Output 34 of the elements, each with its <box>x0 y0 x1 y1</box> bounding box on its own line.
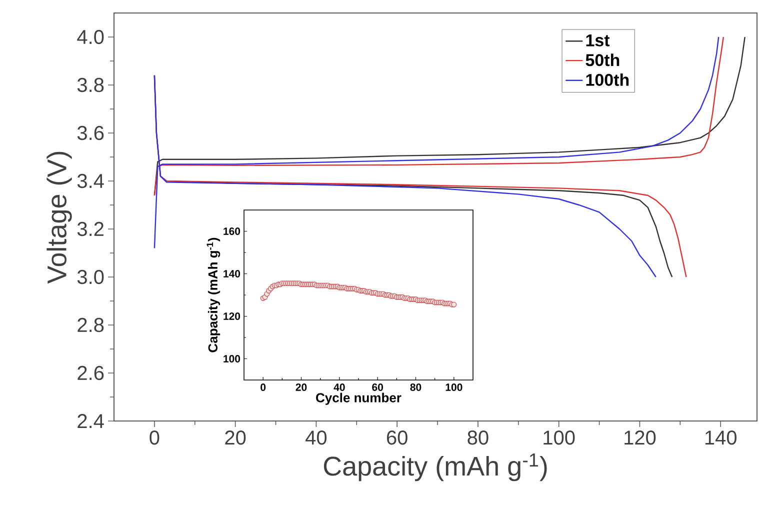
x-tick-label: 40 <box>306 430 327 445</box>
y-tick-label: 140 <box>224 270 240 278</box>
legend-label: 1st <box>586 34 610 46</box>
y-axis-title: Capacity (mAh g$^{-1}$) <box>206 238 220 352</box>
y-tick-label: 3.6 <box>77 126 104 140</box>
y-tick-label: 3.0 <box>77 270 104 284</box>
y-tick-label: 3.2 <box>77 222 104 236</box>
x-tick-label: 120 <box>624 430 656 445</box>
x-tick-label: 40 <box>334 384 345 391</box>
x-tick-label: 140 <box>705 430 737 445</box>
y-tick-label: 4.0 <box>77 30 104 44</box>
legend-label: 50th <box>586 54 620 66</box>
x-tick-label: 20 <box>225 430 246 445</box>
x-tick-label: 100 <box>446 384 462 391</box>
x-tick-label: 80 <box>410 384 422 391</box>
x-tick-label: 60 <box>372 384 383 391</box>
y-tick-label: 2.8 <box>78 318 104 332</box>
x-tick-label: 20 <box>296 384 307 391</box>
y-tick-label: 2.6 <box>78 366 104 380</box>
y-tick-label: 2.4 <box>78 414 104 428</box>
y-tick-label: 160 <box>224 228 240 235</box>
x-axis-title: Capacity (mAh g$^{-1}$) <box>324 454 547 482</box>
y-axis-title: Voltage (V) <box>46 152 72 284</box>
x-tick-label: 0 <box>150 430 160 445</box>
y-tick-label: 100 <box>224 355 240 362</box>
y-tick-label: 120 <box>224 312 240 320</box>
legend-label: 100th <box>586 73 629 86</box>
x-tick-label: 80 <box>468 430 488 445</box>
x-tick-label: 60 <box>386 430 408 445</box>
x-tick-label: 0 <box>260 384 266 391</box>
x-axis-title: Cycle number <box>316 392 402 405</box>
y-tick-label: 3.8 <box>77 78 104 92</box>
x-tick-label: 100 <box>544 430 575 445</box>
y-tick-label: 3.4 <box>77 174 104 188</box>
